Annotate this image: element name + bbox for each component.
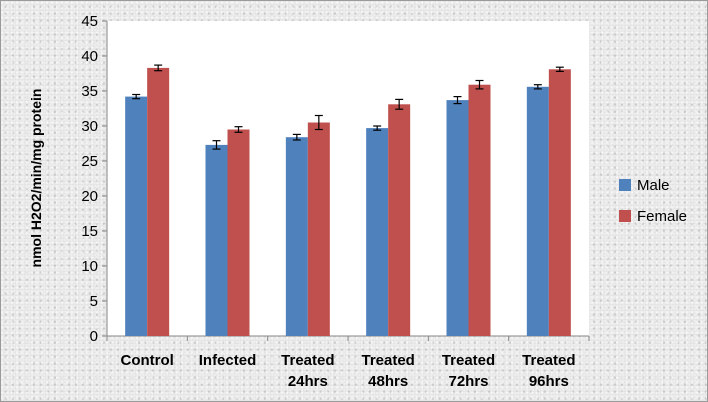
x-tick-label: 24hrs xyxy=(288,373,328,390)
y-tick-label: 15 xyxy=(81,223,98,240)
bar-female xyxy=(548,69,571,337)
x-tick-label: 72hrs xyxy=(448,373,488,390)
y-tick-label: 40 xyxy=(81,48,98,65)
legend-swatch-male xyxy=(619,179,631,191)
bar-female xyxy=(147,67,170,337)
legend-label-male: Male xyxy=(637,177,670,194)
bar-female xyxy=(227,129,250,336)
bar-male xyxy=(205,144,228,336)
x-tick-label: Treated xyxy=(522,352,575,369)
axes xyxy=(102,20,590,341)
y-tick-label: 45 xyxy=(81,13,98,30)
bar-male xyxy=(285,137,308,336)
bar-male xyxy=(526,86,549,336)
y-axis-title: nmol H2O2/min/mg protein xyxy=(28,89,44,268)
y-tick-label: 20 xyxy=(81,188,98,205)
x-tick-label: Treated xyxy=(361,352,414,369)
y-tick-label: 10 xyxy=(81,258,98,275)
tick-labels: 0 5 10 15 20 25 30 35 40 45 Control Infected Treated… xyxy=(81,13,575,390)
legend: Male Female xyxy=(619,177,687,225)
bars xyxy=(125,64,571,337)
x-tick-label: 96hrs xyxy=(529,373,569,390)
plot-area xyxy=(107,21,589,336)
x-tick-label: Infected xyxy=(199,352,257,369)
y-tick-label: 25 xyxy=(81,153,98,170)
bar-male xyxy=(446,100,469,336)
bar-female xyxy=(307,122,330,336)
y-tick-label: 35 xyxy=(81,83,98,100)
y-tick-label: 5 xyxy=(90,293,98,310)
legend-swatch-female xyxy=(619,210,631,222)
legend-label-female: Female xyxy=(637,208,687,225)
y-tick-label: 0 xyxy=(90,328,98,345)
bar-female xyxy=(468,84,491,336)
bar-female xyxy=(388,104,411,336)
x-tick-label: Treated xyxy=(442,352,495,369)
x-tick-label: Control xyxy=(121,352,174,369)
bar-male xyxy=(125,96,148,336)
x-tick-label: 48hrs xyxy=(368,373,408,390)
y-tick-label: 30 xyxy=(81,118,98,135)
x-tick-label: Treated xyxy=(281,352,334,369)
bar-male xyxy=(366,128,389,336)
